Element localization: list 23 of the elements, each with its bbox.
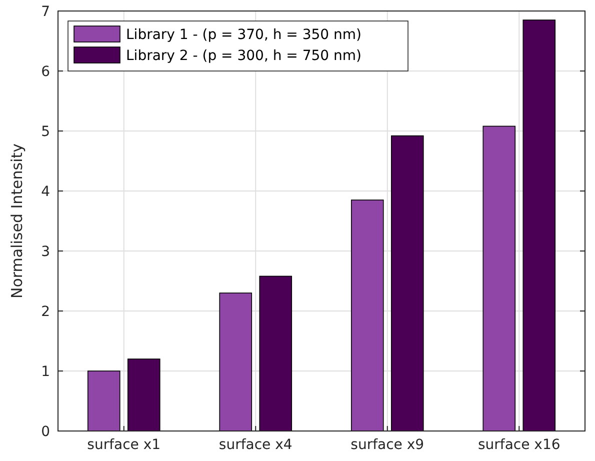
y-tick-label: 2 xyxy=(41,304,50,320)
x-tick-label: surface x16 xyxy=(478,437,560,453)
y-tick-label: 5 xyxy=(41,124,50,140)
bar xyxy=(127,358,160,432)
bar xyxy=(390,135,424,432)
y-tick-label: 7 xyxy=(41,4,50,20)
y-tick-label: 4 xyxy=(41,184,50,200)
y-tick-label: 6 xyxy=(41,64,50,80)
x-tick-label: surface x4 xyxy=(218,437,292,453)
bar xyxy=(87,370,120,432)
bar xyxy=(350,200,384,432)
legend-label: Library 2 - (p = 300, h = 750 nm) xyxy=(126,48,362,64)
x-tick-label: surface x1 xyxy=(87,437,161,453)
y-tick-label: 3 xyxy=(41,244,50,260)
y-tick-label: 1 xyxy=(41,364,50,380)
bar xyxy=(219,292,252,432)
legend-label: Library 1 - (p = 370, h = 350 nm) xyxy=(126,26,362,43)
bar xyxy=(482,126,516,432)
bar xyxy=(259,276,292,432)
x-tick-label: surface x9 xyxy=(350,437,424,453)
y-axis-title: Normalised Intensity xyxy=(8,143,26,299)
y-tick-label: 0 xyxy=(41,424,50,440)
bar xyxy=(522,20,556,432)
